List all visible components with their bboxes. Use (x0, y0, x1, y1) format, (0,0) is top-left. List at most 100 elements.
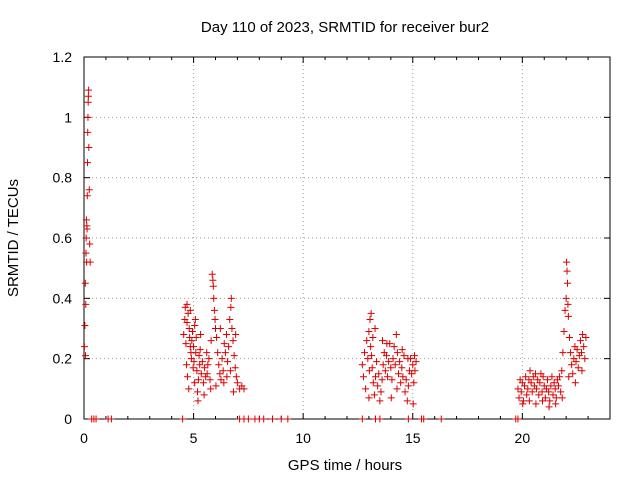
data-point (578, 349, 586, 357)
data-point (390, 343, 398, 351)
data-point (359, 373, 367, 381)
data-point (561, 306, 569, 314)
data-point (231, 364, 239, 372)
data-point (218, 355, 226, 363)
data-point (514, 415, 522, 423)
data-point (404, 415, 412, 423)
data-point (210, 306, 218, 314)
data-point (411, 367, 419, 375)
data-point (217, 376, 225, 384)
data-point (181, 303, 189, 311)
data-point (216, 370, 224, 378)
data-point (365, 367, 373, 375)
data-point (368, 352, 376, 360)
data-point (209, 282, 217, 290)
data-point (365, 328, 373, 336)
data-point (192, 349, 200, 357)
data-point (383, 340, 391, 348)
data-point (182, 340, 190, 348)
data-point (378, 376, 386, 384)
data-point (579, 331, 587, 339)
data-point (389, 355, 397, 363)
x-tick-label: 20 (515, 430, 531, 446)
data-point (197, 331, 205, 339)
data-point (211, 315, 219, 323)
data-point (84, 98, 92, 106)
data-point (525, 397, 533, 405)
data-point (183, 300, 191, 308)
data-point (399, 373, 407, 381)
x-tick-label: 15 (405, 430, 421, 446)
data-point (200, 391, 208, 399)
data-point (387, 394, 395, 402)
data-point (578, 367, 586, 375)
data-point (403, 397, 411, 405)
data-point (358, 415, 366, 423)
data-point (538, 388, 546, 396)
data-point (401, 388, 409, 396)
data-point (229, 337, 237, 345)
data-point (420, 415, 428, 423)
data-points (80, 86, 590, 423)
data-point (371, 325, 379, 332)
data-point (526, 367, 534, 375)
data-point (82, 249, 90, 257)
data-point (81, 321, 89, 329)
data-point (192, 334, 200, 342)
data-point (195, 352, 203, 360)
y-tick-label: 0.6 (53, 230, 73, 246)
data-point (82, 300, 90, 308)
data-point (375, 370, 383, 378)
data-point (535, 391, 543, 399)
data-point (545, 388, 553, 396)
data-point (515, 394, 523, 402)
data-point (582, 334, 590, 342)
data-point (409, 400, 417, 408)
data-point (191, 321, 199, 329)
data-point (565, 373, 573, 381)
data-point (86, 240, 94, 248)
data-point (523, 391, 531, 399)
data-point (190, 358, 198, 366)
data-point (186, 306, 194, 314)
data-point (92, 415, 100, 423)
data-point (396, 358, 404, 366)
data-point (207, 385, 215, 393)
data-point (260, 415, 268, 423)
data-point (564, 300, 572, 308)
data-point (374, 382, 382, 390)
y-tick-label: 1 (64, 109, 72, 125)
data-point (559, 349, 567, 357)
data-point (576, 337, 584, 345)
data-point (527, 379, 535, 387)
y-tick-label: 0.4 (53, 290, 73, 306)
data-point (205, 355, 213, 363)
data-point (379, 361, 387, 369)
data-point (268, 415, 276, 423)
chart-title: Day 110 of 2023, SRMTID for receiver bur… (201, 19, 489, 36)
data-point (277, 415, 285, 423)
data-point (85, 186, 93, 194)
data-point (391, 361, 399, 369)
data-point (382, 352, 390, 360)
data-point (546, 397, 554, 405)
data-point (558, 367, 566, 375)
data-point (84, 113, 92, 121)
data-point (188, 337, 196, 345)
data-point (183, 373, 191, 381)
data-point (398, 346, 406, 354)
x-tick-label: 0 (80, 430, 88, 446)
data-point (196, 346, 204, 354)
data-point (82, 352, 90, 360)
data-point (572, 358, 580, 366)
data-point (358, 361, 366, 369)
data-point (563, 258, 571, 266)
data-point (213, 334, 221, 342)
data-point (244, 415, 252, 423)
data-point (207, 337, 215, 345)
data-point (560, 328, 568, 336)
data-point (84, 159, 92, 167)
x-tick-label: 10 (295, 430, 311, 446)
data-point (408, 370, 416, 378)
